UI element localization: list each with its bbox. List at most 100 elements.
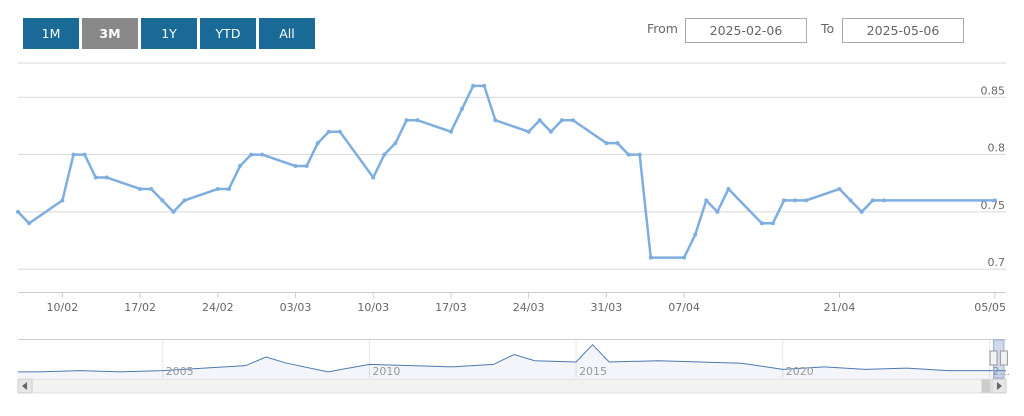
navigator-year-label: 2010 [372, 365, 400, 378]
data-point[interactable] [260, 152, 265, 157]
navigator-line [18, 343, 1006, 373]
to-date-input[interactable] [842, 18, 964, 43]
y-tick-label: 0.75 [981, 199, 1006, 212]
data-point[interactable] [837, 186, 842, 191]
grid-lines [18, 96, 1006, 270]
data-point[interactable] [859, 209, 864, 214]
data-point[interactable] [415, 118, 420, 123]
data-point[interactable] [149, 186, 154, 191]
data-point[interactable] [604, 141, 609, 146]
data-point[interactable] [626, 152, 631, 157]
navigator-year-label: 2015 [579, 365, 607, 378]
data-point[interactable] [226, 186, 231, 191]
x-tick-label: 31/03 [591, 301, 623, 314]
x-tick-label: 10/03 [357, 301, 389, 314]
data-point[interactable] [881, 198, 886, 203]
x-tick-label: 17/02 [124, 301, 156, 314]
range-ytd-button[interactable]: YTD [200, 18, 256, 49]
data-point[interactable] [804, 198, 809, 203]
y-tick-label: 0.7 [988, 256, 1006, 269]
data-point[interactable] [693, 232, 698, 237]
data-point[interactable] [60, 198, 65, 203]
data-point[interactable] [615, 141, 620, 146]
data-point[interactable] [781, 198, 786, 203]
data-point[interactable] [493, 118, 498, 123]
data-point[interactable] [770, 221, 775, 226]
scrollbar-track[interactable] [17, 378, 1007, 394]
y-tick-label: 0.8 [988, 142, 1006, 155]
from-date-input[interactable] [685, 18, 807, 43]
data-point[interactable] [304, 164, 309, 169]
data-point[interactable] [559, 118, 564, 123]
x-tick-label: 07/04 [668, 301, 700, 314]
x-tick-label: 10/02 [47, 301, 79, 314]
data-point[interactable] [870, 198, 875, 203]
data-point[interactable] [992, 198, 997, 203]
data-point[interactable] [371, 175, 376, 180]
data-point[interactable] [93, 175, 98, 180]
scrollbar-thumb[interactable] [981, 379, 991, 393]
data-point[interactable] [104, 175, 109, 180]
data-point[interactable] [249, 152, 254, 157]
data-point[interactable] [682, 255, 687, 260]
range-1y-button[interactable]: 1Y [141, 18, 197, 49]
data-point[interactable] [537, 118, 542, 123]
data-point[interactable] [637, 152, 642, 157]
data-point[interactable] [759, 221, 764, 226]
navigator-grid [162, 340, 990, 378]
range-1m-button[interactable]: 1M [23, 18, 79, 49]
data-point[interactable] [160, 198, 165, 203]
y-tick-label: 0.85 [981, 84, 1006, 97]
navigator-year-labels: 2005 2010 2015 2020 2... [166, 365, 1010, 378]
range-3m-button[interactable]: 3M [82, 18, 138, 49]
data-point[interactable] [27, 221, 32, 226]
x-tick-label: 03/03 [280, 301, 312, 314]
data-point[interactable] [482, 83, 487, 88]
navigator-year-label: 2... [992, 365, 1010, 378]
data-point[interactable] [548, 129, 553, 134]
data-point[interactable] [382, 152, 387, 157]
scroll-right-arrow-icon [997, 382, 1002, 390]
data-point[interactable] [71, 152, 76, 157]
navigator-left-handle[interactable] [989, 350, 998, 366]
data-point[interactable] [704, 198, 709, 203]
scroll-left-arrow-icon [22, 382, 27, 390]
data-point[interactable] [404, 118, 409, 123]
x-tick-label: 24/03 [513, 301, 545, 314]
x-tick-label: 05/05 [974, 301, 1006, 314]
data-point[interactable] [448, 129, 453, 134]
data-point[interactable] [571, 118, 576, 123]
range-all-button[interactable]: All [259, 18, 315, 49]
data-point[interactable] [393, 141, 398, 146]
data-point[interactable] [215, 186, 220, 191]
data-point[interactable] [648, 255, 653, 260]
data-point[interactable] [171, 209, 176, 214]
data-point[interactable] [82, 152, 87, 157]
data-point[interactable] [726, 186, 731, 191]
x-tick-label: 21/04 [824, 301, 856, 314]
navigator-year-label: 2020 [786, 365, 814, 378]
data-point[interactable] [526, 129, 531, 134]
range-selector: 1M 3M 1Y YTD All [23, 18, 315, 49]
x-tick-label: 17/03 [435, 301, 467, 314]
data-point[interactable] [715, 209, 720, 214]
data-point[interactable] [337, 129, 342, 134]
data-point[interactable] [293, 164, 298, 169]
navigator-area [18, 344, 1006, 378]
navigator-right-handle[interactable] [999, 350, 1008, 366]
data-point[interactable] [315, 141, 320, 146]
data-point[interactable] [16, 209, 20, 214]
data-point[interactable] [793, 198, 798, 203]
data-point[interactable] [138, 186, 143, 191]
navigator-year-label: 2005 [166, 365, 194, 378]
data-point[interactable] [326, 129, 331, 134]
x-axis-labels: 10/02 17/02 24/02 03/03 10/03 17/03 24/03 31/03… [47, 292, 1006, 314]
data-point[interactable] [471, 83, 476, 88]
data-point[interactable] [238, 164, 243, 169]
to-label: To [821, 21, 835, 36]
from-label: From [647, 21, 678, 36]
data-point[interactable] [848, 198, 853, 203]
data-point[interactable] [460, 106, 465, 111]
data-point[interactable] [182, 198, 187, 203]
